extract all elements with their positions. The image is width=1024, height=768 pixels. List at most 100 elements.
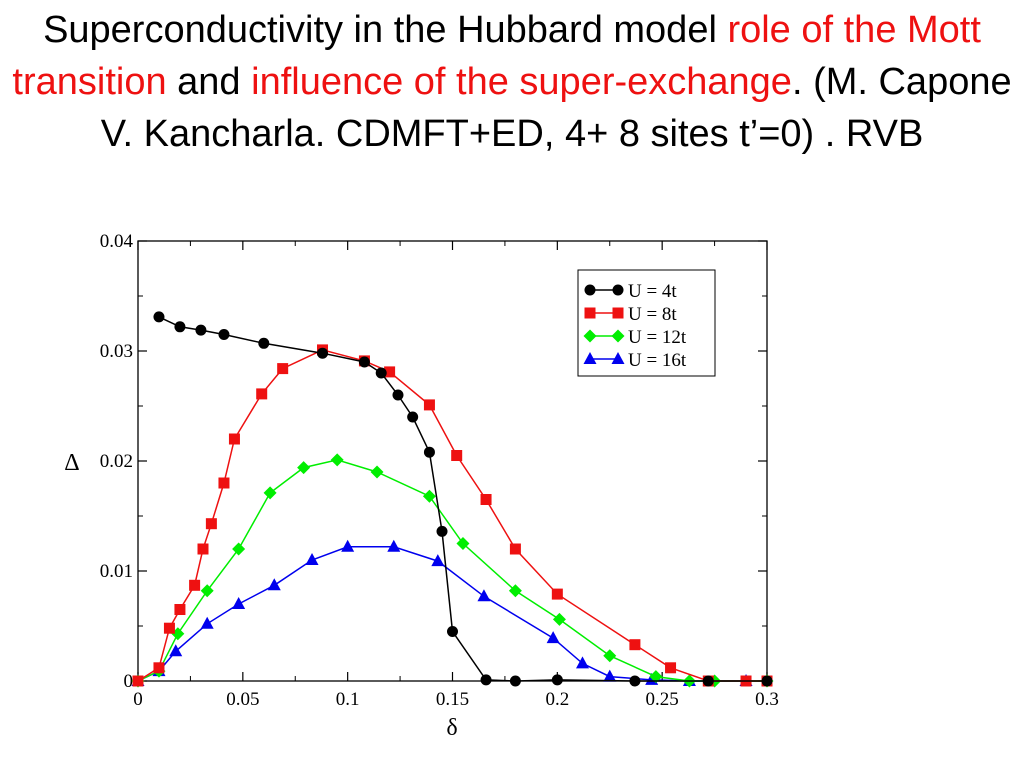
x-tick-label: 0.15: [436, 689, 469, 710]
data-point: [575, 656, 589, 669]
data-point: [132, 675, 144, 687]
data-point: [169, 644, 183, 657]
data-point: [200, 616, 214, 629]
data-point: [153, 311, 165, 323]
data-point: [384, 366, 396, 378]
x-tick-label: 0.25: [646, 689, 679, 710]
data-point: [195, 324, 207, 336]
legend-marker: [611, 329, 625, 343]
legend-marker: [584, 307, 596, 319]
data-point: [423, 399, 435, 411]
data-point: [422, 489, 436, 503]
data-point: [665, 662, 677, 674]
title-part-3: . (M. Capone V. Kancharla. CDMFT+ED, 4+ …: [100, 61, 1012, 155]
data-point: [189, 579, 201, 591]
data-point: [480, 494, 492, 505]
legend-label: U = 4t: [628, 281, 677, 302]
data-point: [431, 554, 445, 567]
y-tick-label: 0.02: [100, 451, 133, 472]
x-tick-label: 0: [133, 689, 143, 710]
data-point: [305, 553, 319, 565]
legend-item: U = 12t: [583, 327, 687, 348]
data-point: [392, 389, 404, 401]
data-point: [447, 626, 458, 637]
slide-title: Superconductivity in the Hubbard model r…: [0, 4, 1024, 160]
data-point: [256, 388, 268, 400]
x-axis-label: δ: [446, 715, 457, 741]
data-point: [649, 670, 663, 684]
data-point: [387, 539, 401, 552]
legend-label: U = 8t: [628, 304, 677, 325]
data-point: [267, 578, 281, 591]
data-point: [451, 450, 463, 461]
data-point: [232, 542, 246, 556]
data-point: [263, 486, 277, 500]
x-tick-label: 0.05: [226, 689, 259, 710]
legend-marker: [583, 329, 597, 343]
data-point: [174, 321, 186, 333]
data-point: [358, 356, 370, 368]
data-point: [508, 584, 522, 598]
data-point: [603, 669, 617, 682]
data-point: [552, 612, 566, 626]
legend-item: U = 16t: [583, 350, 687, 371]
legend-marker: [583, 352, 597, 364]
data-point: [200, 584, 214, 598]
legend-marker: [584, 284, 596, 296]
series-u-12t: [131, 453, 774, 688]
data-point: [375, 367, 387, 379]
legend-label: U = 12t: [628, 327, 687, 348]
data-point: [629, 639, 641, 651]
legend-label: U = 16t: [628, 350, 687, 371]
y-tick-label: 0: [124, 671, 134, 692]
series-line: [137, 459, 767, 682]
data-point: [163, 622, 175, 634]
legend-marker: [612, 307, 624, 319]
data-point: [341, 539, 355, 552]
data-point: [761, 675, 773, 687]
data-point: [277, 363, 289, 375]
title-part-1: Superconductivity in the Hubbard model: [43, 9, 728, 51]
x-tick-label: 0.2: [545, 689, 569, 710]
data-point: [477, 589, 491, 602]
data-point: [551, 588, 563, 600]
data-point: [297, 461, 311, 475]
series-u-16t: [131, 539, 753, 686]
data-point: [174, 604, 186, 615]
series-line: [137, 546, 747, 682]
legend-marker: [611, 352, 625, 364]
data-point: [407, 411, 419, 423]
data-point: [317, 347, 329, 359]
legend-item: U = 4t: [584, 281, 677, 302]
legend-item: U = 8t: [584, 304, 677, 325]
title-highlight-mott: role of the Mott transition: [12, 9, 981, 103]
data-point: [232, 597, 246, 609]
data-point: [436, 525, 448, 537]
title-highlight-superexchange: influence of the super-exchange: [251, 61, 792, 103]
data-point: [205, 518, 217, 530]
y-tick-label: 0.04: [100, 231, 134, 252]
data-point: [218, 477, 230, 489]
title-part-2: and: [166, 61, 252, 103]
data-point: [509, 543, 521, 555]
data-point: [456, 537, 470, 550]
data-point: [218, 329, 230, 340]
x-tick-label: 0.1: [336, 689, 360, 710]
y-tick-label: 0.03: [100, 341, 133, 362]
data-point: [551, 674, 563, 686]
series-layer: [131, 311, 774, 688]
data-point: [702, 675, 714, 687]
data-point: [509, 675, 521, 687]
y-axis-label: Δ: [64, 450, 79, 476]
x-tick-label: 0.3: [755, 689, 779, 710]
data-point: [258, 337, 270, 349]
data-point: [629, 675, 641, 687]
data-point: [228, 433, 240, 445]
data-point: [603, 649, 617, 663]
series-u-4t: [153, 311, 773, 687]
data-point: [480, 674, 492, 686]
data-point: [423, 446, 435, 458]
data-point: [197, 543, 209, 555]
